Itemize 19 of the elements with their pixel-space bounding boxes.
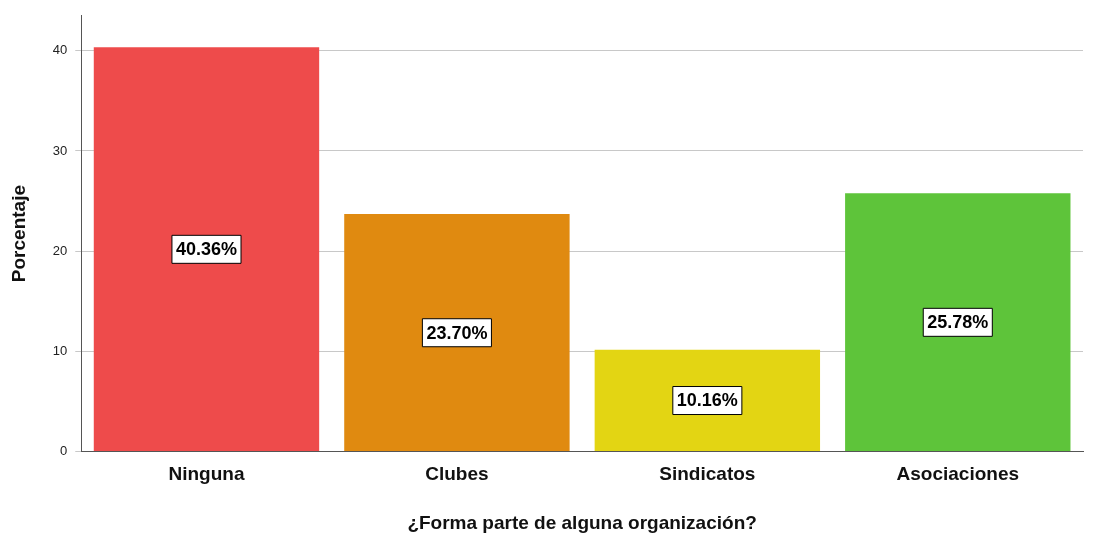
x-tick-label: Sindicatos: [659, 463, 756, 485]
x-tick-label: Asociaciones: [896, 463, 1020, 485]
x-tick-label: Clubes: [425, 463, 489, 485]
y-tick-label: 20: [52, 242, 68, 258]
bar: [594, 349, 821, 451]
data-label: 40.36%: [175, 239, 238, 260]
bar: [93, 47, 320, 451]
bar: [845, 193, 1071, 451]
bar: [344, 214, 570, 451]
y-tick-label: 30: [52, 142, 68, 158]
x-tick-label: Ninguna: [168, 463, 245, 485]
y-axis-title: Porcentaje: [7, 185, 29, 283]
y-tick-label: 0: [60, 442, 68, 458]
data-label: 23.70%: [426, 322, 488, 343]
data-label: 10.16%: [676, 390, 738, 411]
x-axis-title: ¿Forma parte de alguna organización?: [407, 511, 757, 533]
y-tick-label: 10: [52, 342, 68, 358]
y-tick-label: 40: [52, 42, 68, 58]
data-label: 25.78%: [927, 312, 989, 333]
